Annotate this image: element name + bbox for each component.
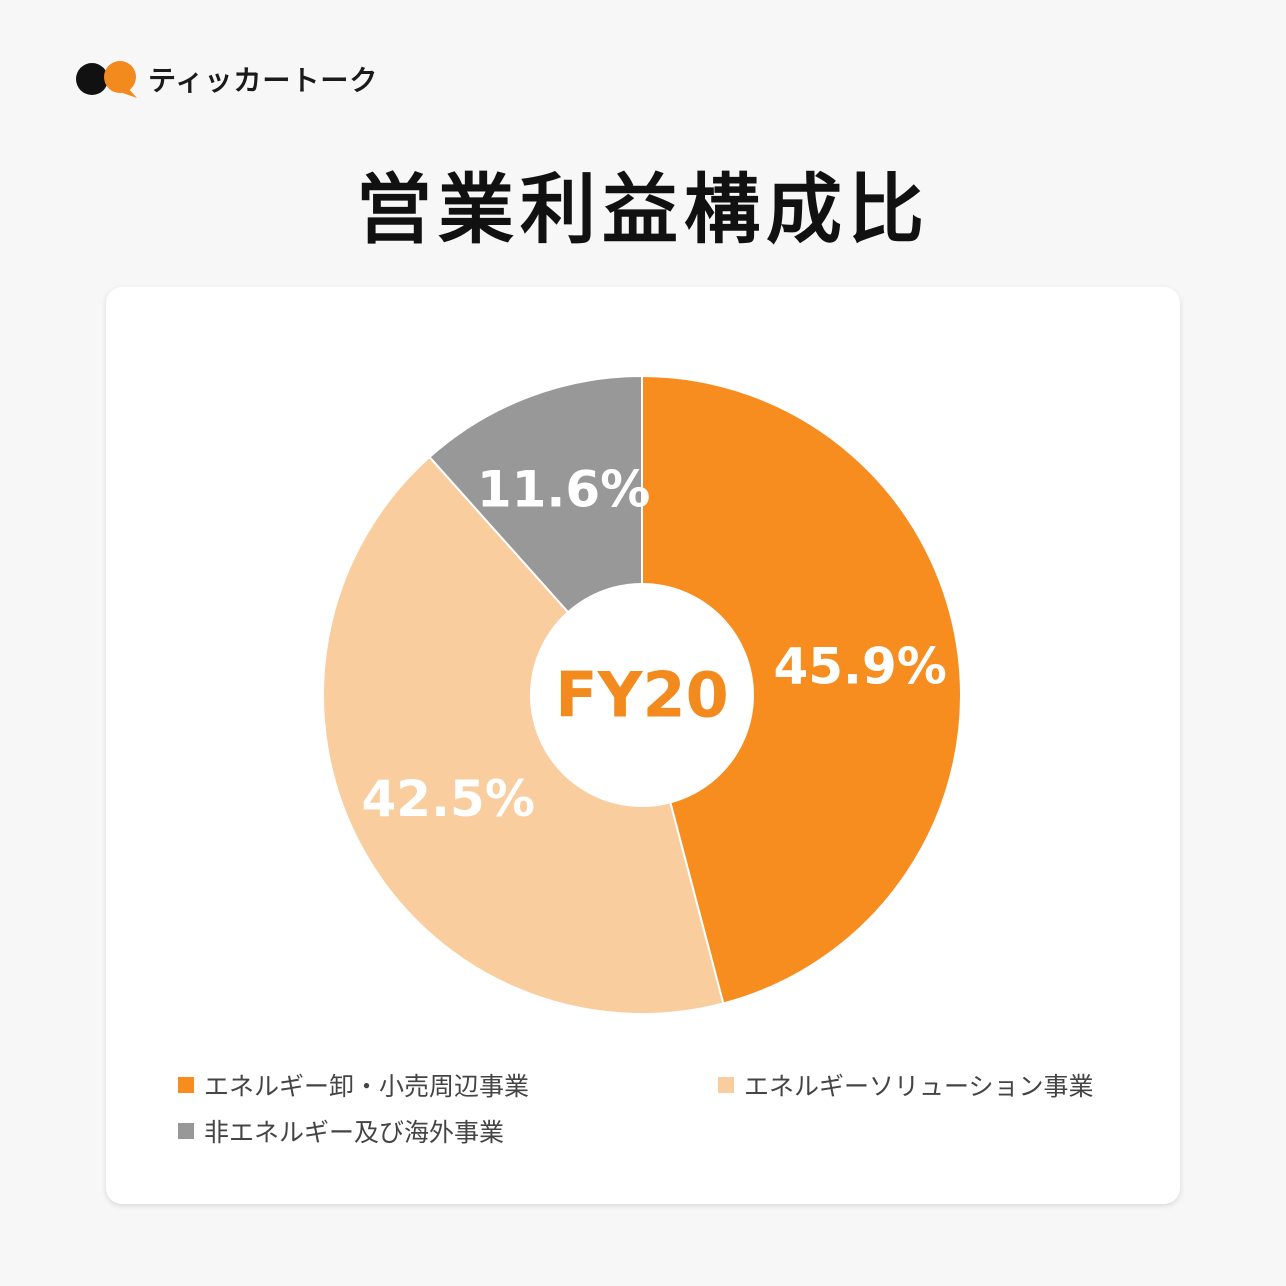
- legend-item-non-energy-overseas: 非エネルギー及び海外事業: [178, 1113, 504, 1149]
- logo-black-bubble: [76, 63, 108, 95]
- legend-swatch: [718, 1077, 734, 1093]
- pie-slice-energy-wholesale-retail: [641, 374, 962, 1005]
- speech-bubbles-icon: [76, 61, 137, 98]
- data-label-energy-wholesale-retail: 45.9%: [773, 638, 946, 696]
- donut-chart: 45.9% 42.5% 11.6% FY20: [322, 374, 962, 1015]
- chart-card: 45.9% 42.5% 11.6% FY20 エネルギー卸・小売周辺事業 エネルギーソリ…: [106, 287, 1180, 1204]
- legend-label: エネルギー卸・小売周辺事業: [204, 1072, 530, 1101]
- logo-orange-tail: [120, 88, 137, 98]
- donut-hole: [530, 583, 754, 807]
- legend-item-energy-wholesale-retail: エネルギー卸・小売周辺事業: [178, 1067, 529, 1103]
- brand: ティッカートーク: [76, 58, 378, 100]
- brand-name: ティッカートーク: [148, 64, 379, 97]
- logo-orange-bubble: [104, 61, 136, 93]
- legend-swatch: [178, 1123, 194, 1139]
- data-label-non-energy-overseas: 11.6%: [477, 460, 650, 518]
- page-title: 営業利益構成比: [356, 165, 930, 254]
- legend-swatch: [178, 1077, 194, 1093]
- pie-slice-energy-solution: [322, 455, 725, 1015]
- legend-item-energy-solution: エネルギーソリューション事業: [718, 1067, 1094, 1103]
- center-label: FY20: [555, 659, 729, 732]
- data-label-energy-solution: 42.5%: [361, 770, 534, 828]
- legend-label: 非エネルギー及び海外事業: [204, 1118, 505, 1147]
- legend-label: エネルギーソリューション事業: [744, 1072, 1094, 1101]
